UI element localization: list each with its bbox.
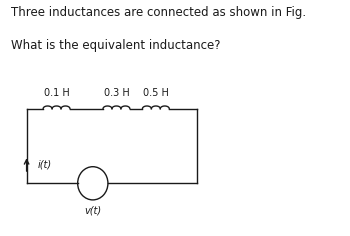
Text: What is the equivalent inductance?: What is the equivalent inductance? [11,39,220,52]
Text: Three inductances are connected as shown in Fig.: Three inductances are connected as shown… [11,6,306,19]
Text: 0.5 H: 0.5 H [143,88,169,98]
Text: v(t): v(t) [84,206,101,216]
Text: 0.1 H: 0.1 H [44,88,69,98]
Text: 0.3 H: 0.3 H [104,88,129,98]
Text: i(t): i(t) [38,160,52,170]
